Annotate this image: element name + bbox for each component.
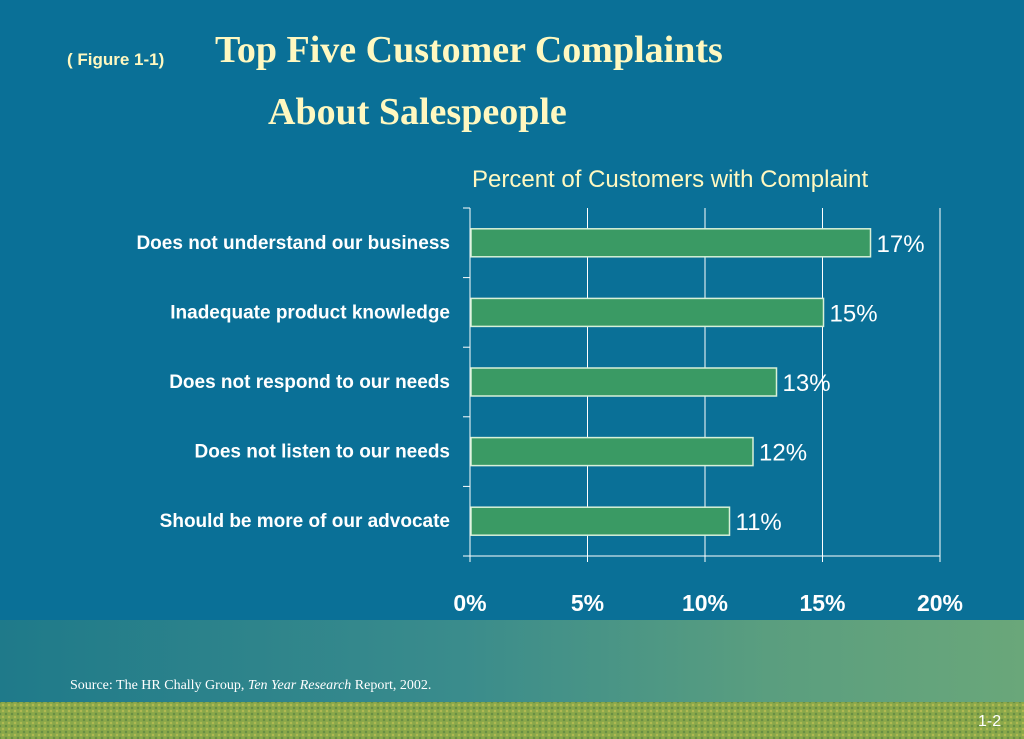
bar-chart: Does not understand our business 17% Inade… bbox=[136, 207, 963, 616]
bar-1 bbox=[470, 297, 825, 328]
data-label-0: 17% bbox=[877, 231, 925, 258]
data-label-2: 13% bbox=[783, 370, 831, 397]
bar-4 bbox=[470, 506, 731, 536]
bar-0 bbox=[470, 228, 872, 258]
source-italic: Ten Year Research bbox=[247, 678, 352, 693]
bar-3 bbox=[470, 436, 754, 467]
category-label-4: Should be more of our advocate bbox=[160, 511, 450, 532]
chart-title: Percent of Customers with Complaint bbox=[472, 166, 869, 193]
source-suffix: Report, 2002. bbox=[351, 678, 432, 693]
x-tick-label-3: 15% bbox=[799, 590, 845, 616]
figure-label: ( Figure 1-1) bbox=[67, 50, 165, 69]
x-tick-label-2: 10% bbox=[682, 590, 728, 616]
category-label-2: Does not respond to our needs bbox=[169, 372, 450, 393]
slide-title-line1: Top Five Customer Complaints bbox=[215, 29, 723, 71]
category-label-3: Does not listen to our needs bbox=[195, 442, 450, 463]
slide-title-line2: About Salespeople bbox=[268, 91, 567, 133]
data-label-3: 12% bbox=[759, 440, 807, 467]
data-label-1: 15% bbox=[830, 300, 878, 327]
x-tick-label-4: 20% bbox=[917, 590, 963, 616]
decorative-stripe bbox=[0, 702, 1024, 739]
category-label-0: Does not understand our business bbox=[136, 233, 450, 254]
source-prefix: Source: The HR Chally Group, bbox=[70, 678, 248, 693]
bar-2 bbox=[470, 367, 778, 397]
category-label-1: Inadequate product knowledge bbox=[170, 302, 450, 323]
source-citation: Source: The HR Chally Group, Ten Year Re… bbox=[70, 678, 431, 694]
slide-number: 1-2 bbox=[978, 713, 1002, 730]
x-tick-label-1: 5% bbox=[571, 590, 604, 616]
x-tick-label-0: 0% bbox=[453, 590, 486, 616]
data-label-4: 11% bbox=[736, 509, 782, 536]
